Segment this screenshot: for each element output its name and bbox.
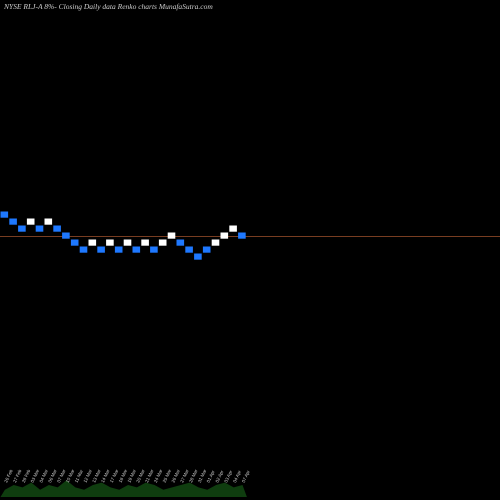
renko-brick	[194, 253, 202, 260]
date-tick-label: 20 Mar	[135, 468, 146, 483]
renko-brick	[97, 246, 105, 253]
renko-brick	[211, 239, 220, 246]
renko-brick	[158, 239, 167, 246]
renko-brick	[0, 211, 9, 218]
renko-brick	[106, 239, 114, 246]
renko-brick	[229, 225, 237, 232]
date-tick-label: 04 Apr	[232, 469, 242, 483]
date-tick-label: 02 Apr	[214, 469, 224, 483]
volume-area	[0, 480, 247, 497]
renko-brick	[70, 239, 79, 246]
date-tick-label: 27 Mar	[179, 468, 190, 483]
date-tick-label: 19 Mar	[126, 468, 137, 483]
date-tick-label: 17 Mar	[109, 468, 120, 483]
date-tick-label: 07 Apr	[241, 469, 251, 483]
renko-brick	[9, 218, 17, 225]
renko-brick	[132, 246, 141, 253]
renko-brick	[167, 232, 176, 239]
date-tick-label: 04 Mar	[38, 468, 49, 483]
date-tick-label: 26 Mar	[170, 468, 181, 483]
date-tick-label: 01 Apr	[206, 469, 216, 483]
date-tick-label: 27 Feb	[12, 468, 23, 483]
date-tick-label: 31 Mar	[197, 468, 208, 483]
renko-brick	[62, 232, 70, 239]
renko-brick	[185, 246, 193, 253]
chart-title: NYSE RLJ-A 8%- Closing Daily data Renko …	[4, 2, 213, 11]
date-tick-label: 06 Mar	[47, 468, 58, 483]
date-tick-label: 26 Feb	[3, 468, 14, 483]
renko-brick	[35, 225, 44, 232]
date-tick-label: 13 Mar	[91, 468, 102, 483]
date-tick-label: 25 Mar	[162, 468, 173, 483]
renko-brick	[44, 218, 53, 225]
date-tick-label: 18 Mar	[118, 468, 129, 483]
date-tick-label: 03 Mar	[30, 468, 41, 483]
renko-brick	[26, 218, 35, 225]
date-tick-label: 28 Feb	[21, 468, 32, 483]
renko-brick	[141, 239, 149, 246]
date-tick-label: 14 Mar	[100, 468, 111, 483]
date-tick-label: 21 Mar	[144, 468, 155, 483]
renko-brick	[238, 232, 246, 239]
renko-brick	[176, 239, 185, 246]
date-tick-label: 07 Mar	[56, 468, 67, 483]
date-tick-label: 03 Apr	[223, 469, 233, 483]
renko-brick	[114, 246, 123, 253]
date-tick-label: 10 Mar	[65, 468, 76, 483]
renko-brick	[150, 246, 158, 253]
date-tick-label: 24 Mar	[153, 468, 164, 483]
renko-brick	[18, 225, 26, 232]
renko-brick	[79, 246, 88, 253]
renko-brick	[123, 239, 132, 246]
date-tick-label: 28 Mar	[188, 468, 199, 483]
renko-brick	[88, 239, 97, 246]
date-tick-label: 11 Mar	[74, 468, 85, 483]
renko-brick	[53, 225, 61, 232]
renko-brick	[202, 246, 211, 253]
renko-brick	[220, 232, 229, 239]
date-tick-label: 12 Mar	[82, 468, 93, 483]
